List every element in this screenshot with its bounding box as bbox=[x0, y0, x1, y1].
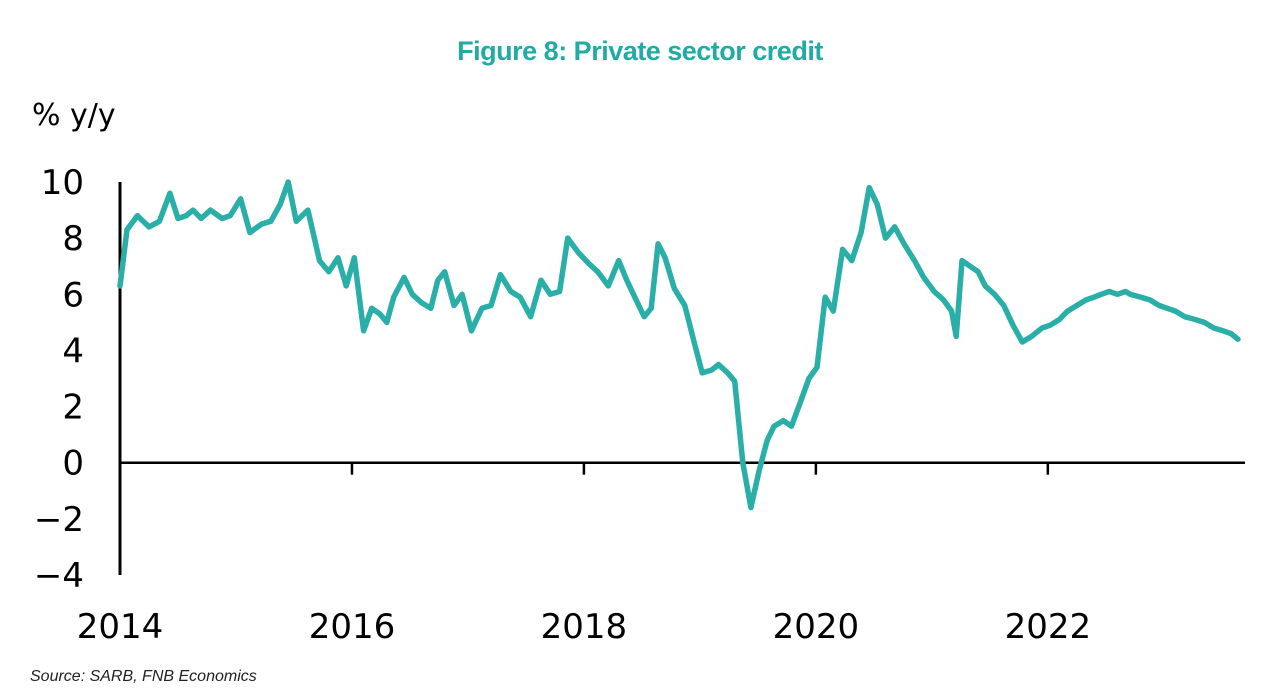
source-note: Source: SARB, FNB Economics bbox=[30, 668, 257, 685]
y-tick-label: 2 bbox=[62, 388, 84, 428]
chart-title: Figure 8: Private sector credit bbox=[457, 36, 823, 66]
series-layer bbox=[117, 179, 1241, 511]
x-tick-label: 2022 bbox=[1005, 607, 1092, 647]
x-tick-label: 2018 bbox=[541, 607, 628, 647]
y-tick-label: 4 bbox=[62, 331, 84, 371]
y-tick-label: 0 bbox=[62, 444, 84, 484]
series-line bbox=[117, 179, 1241, 511]
y-tick-label: 6 bbox=[62, 275, 84, 315]
x-tick-label: 2014 bbox=[77, 607, 164, 647]
y-axis-label: % y/y bbox=[32, 98, 116, 133]
y-tick-label: −4 bbox=[34, 556, 84, 596]
y-tick-label: 10 bbox=[41, 163, 84, 203]
x-tick-label: 2020 bbox=[773, 607, 860, 647]
x-tick-label: 2016 bbox=[309, 607, 396, 647]
y-tick-label: −2 bbox=[34, 500, 84, 540]
y-tick-label: 8 bbox=[62, 219, 84, 259]
axes bbox=[118, 182, 1245, 575]
y-tick-labels: 10 8 6 4 2 0 −2 −4 bbox=[34, 163, 84, 596]
x-tick-labels: 2014 2016 2018 2020 2022 bbox=[77, 607, 1091, 647]
